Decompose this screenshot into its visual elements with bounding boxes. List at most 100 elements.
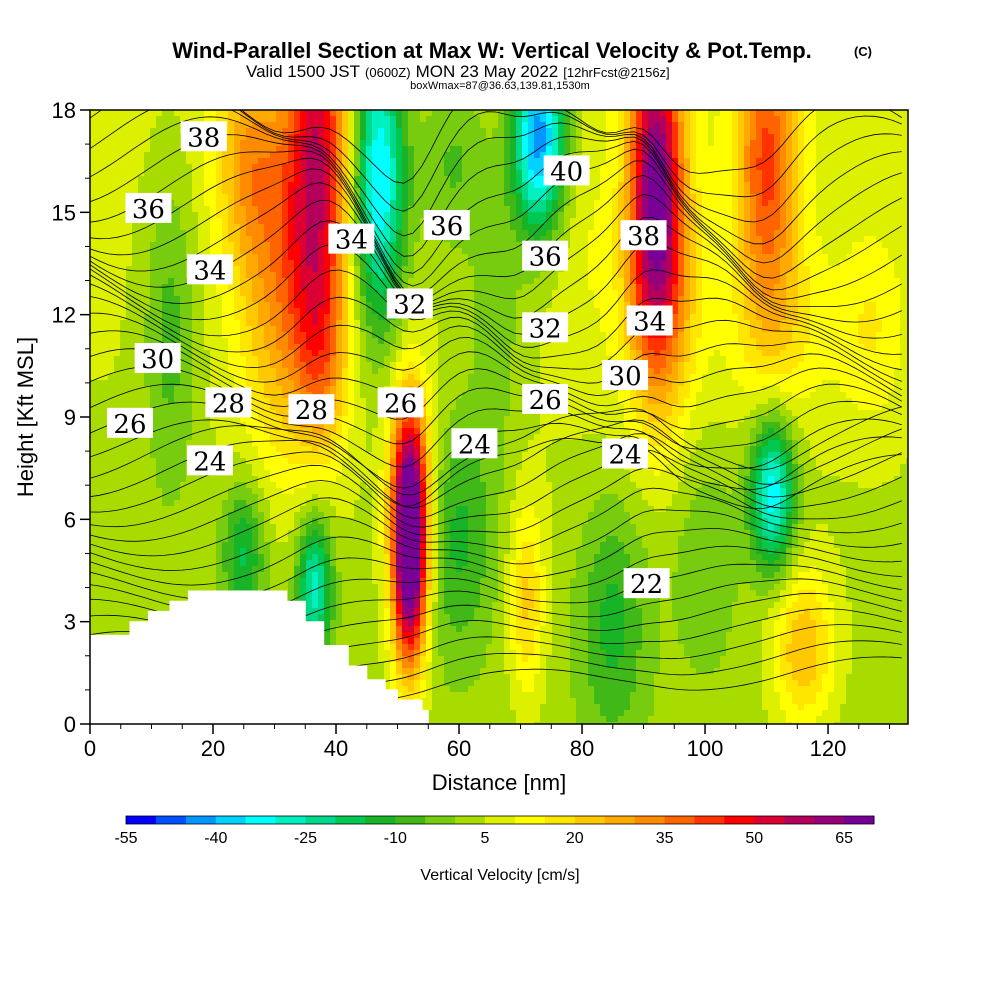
velocity-cell [240, 122, 247, 129]
velocity-cell [858, 224, 865, 231]
velocity-cell [312, 308, 319, 315]
velocity-cell [684, 134, 691, 141]
velocity-cell [294, 308, 301, 315]
velocity-cell [318, 260, 325, 267]
velocity-cell [654, 122, 661, 129]
velocity-cell [714, 314, 721, 321]
velocity-cell [282, 212, 289, 219]
velocity-cell [474, 182, 481, 189]
velocity-cell [354, 320, 361, 327]
velocity-cell [474, 254, 481, 261]
velocity-cell [846, 296, 853, 303]
velocity-cell [366, 260, 373, 267]
velocity-cell [444, 122, 451, 129]
velocity-cell [756, 194, 763, 201]
velocity-cell [630, 170, 637, 177]
velocity-cell [210, 188, 217, 195]
velocity-cell [840, 224, 847, 231]
velocity-cell [432, 302, 439, 309]
velocity-cell [816, 176, 823, 183]
velocity-cell [114, 158, 121, 165]
velocity-cell [534, 272, 541, 279]
velocity-cell [816, 278, 823, 285]
velocity-cell [444, 158, 451, 165]
velocity-cell [336, 308, 343, 315]
velocity-cell [870, 230, 877, 237]
velocity-cell [264, 122, 271, 129]
velocity-cell [252, 188, 259, 195]
velocity-cell [474, 266, 481, 273]
velocity-cell [888, 254, 895, 261]
velocity-cell [726, 224, 733, 231]
velocity-cell [864, 164, 871, 171]
velocity-cell [834, 212, 841, 219]
velocity-cell [234, 182, 241, 189]
velocity-cell [450, 266, 457, 273]
velocity-cell [420, 254, 427, 261]
velocity-cell [594, 230, 601, 237]
velocity-cell [360, 188, 367, 195]
velocity-cell [468, 194, 475, 201]
velocity-cell [588, 110, 595, 117]
velocity-cell [678, 290, 685, 297]
velocity-cell [264, 320, 271, 327]
velocity-cell [834, 266, 841, 273]
velocity-cell [132, 224, 139, 231]
velocity-cell [336, 326, 343, 333]
velocity-cell [150, 308, 157, 315]
velocity-cell [420, 230, 427, 237]
velocity-cell [828, 308, 835, 315]
velocity-cell [186, 200, 193, 207]
velocity-cell [432, 158, 439, 165]
velocity-cell [594, 320, 601, 327]
velocity-cell [462, 128, 469, 135]
velocity-cell [852, 248, 859, 255]
velocity-cell [156, 308, 163, 315]
velocity-cell [894, 266, 901, 273]
velocity-cell [714, 254, 721, 261]
velocity-cell [324, 164, 331, 171]
velocity-cell [90, 224, 97, 231]
velocity-cell [492, 146, 499, 153]
velocity-cell [810, 272, 817, 279]
velocity-cell [204, 236, 211, 243]
velocity-cell [168, 110, 175, 117]
velocity-cell [216, 116, 223, 123]
velocity-cell [528, 272, 535, 279]
velocity-cell [234, 200, 241, 207]
velocity-cell [786, 206, 793, 213]
velocity-cell [786, 200, 793, 207]
velocity-cell [600, 278, 607, 285]
velocity-cell [600, 140, 607, 147]
velocity-cell [90, 140, 97, 147]
velocity-cell [318, 134, 325, 141]
velocity-cell [498, 218, 505, 225]
velocity-cell [570, 194, 577, 201]
velocity-cell [768, 284, 775, 291]
velocity-cell [858, 152, 865, 159]
velocity-cell [642, 278, 649, 285]
velocity-cell [324, 314, 331, 321]
velocity-cell [240, 182, 247, 189]
velocity-cell [162, 116, 169, 123]
velocity-cell [372, 296, 379, 303]
velocity-cell [336, 284, 343, 291]
velocity-cell [822, 188, 829, 195]
velocity-cell [312, 326, 319, 333]
velocity-cell [402, 266, 409, 273]
velocity-cell [408, 164, 415, 171]
velocity-cell [192, 110, 199, 117]
velocity-cell [696, 260, 703, 267]
velocity-cell [240, 278, 247, 285]
velocity-cell [402, 254, 409, 261]
velocity-cell [180, 212, 187, 219]
velocity-cell [264, 194, 271, 201]
velocity-cell [390, 194, 397, 201]
velocity-cell [492, 116, 499, 123]
velocity-cell [210, 302, 217, 309]
velocity-cell [444, 152, 451, 159]
velocity-cell [102, 128, 109, 135]
velocity-cell [582, 212, 589, 219]
velocity-cell [888, 188, 895, 195]
velocity-cell [804, 188, 811, 195]
